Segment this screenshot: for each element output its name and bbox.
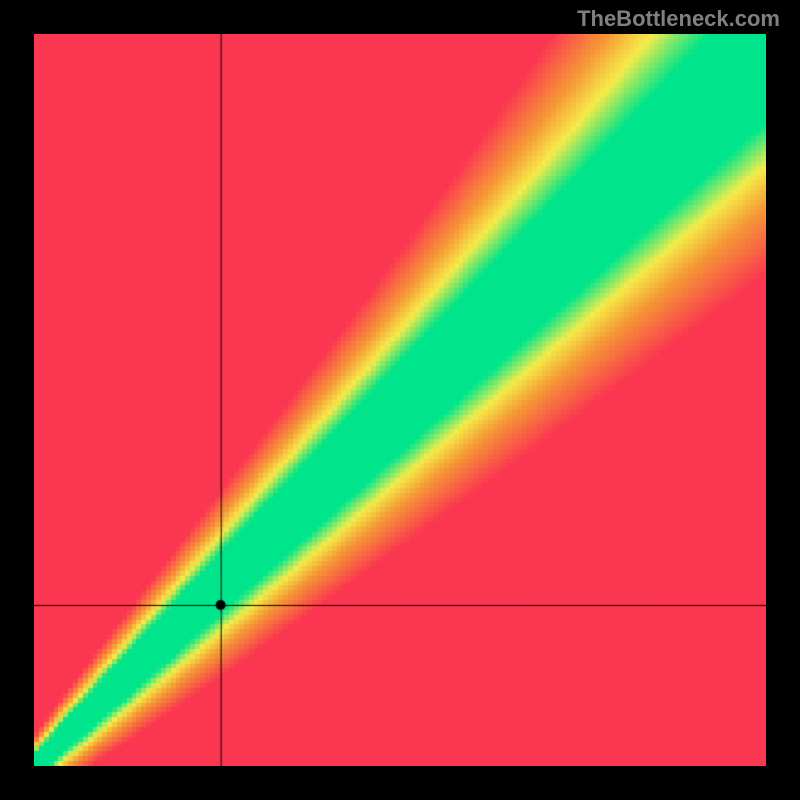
heatmap-canvas (34, 34, 766, 766)
plot-area (34, 34, 766, 766)
watermark-text: TheBottleneck.com (577, 6, 780, 32)
chart-container: TheBottleneck.com (0, 0, 800, 800)
